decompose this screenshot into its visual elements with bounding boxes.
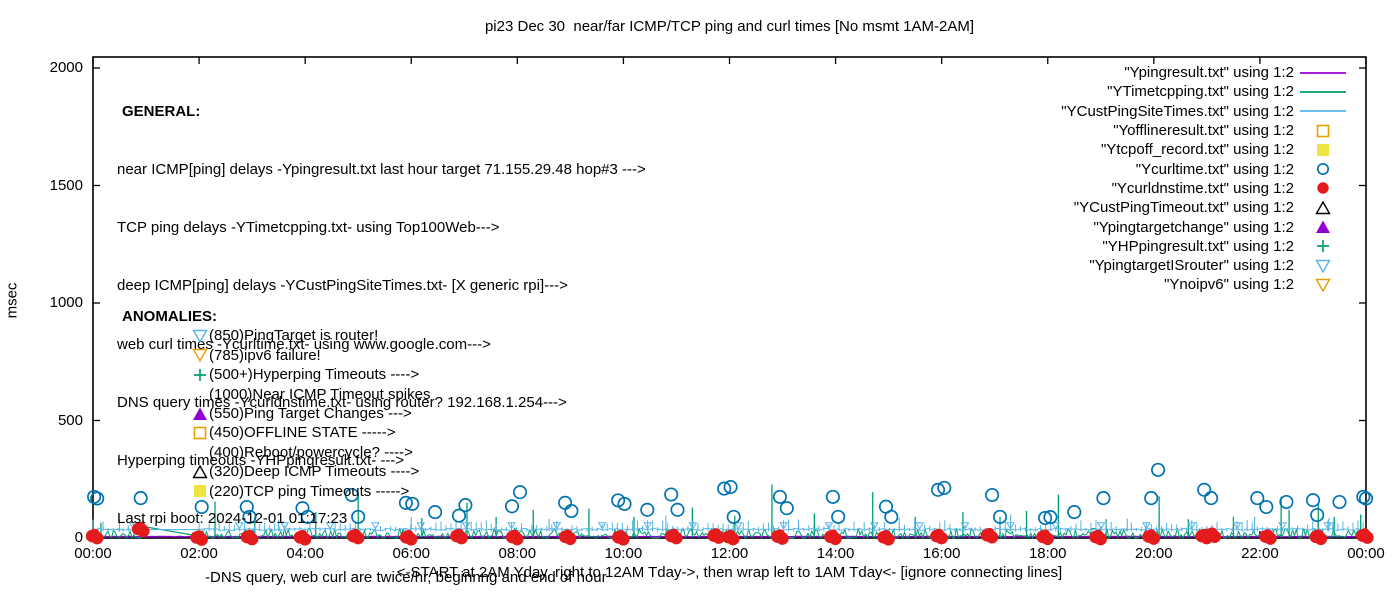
x-tick-label: 00:00 bbox=[74, 545, 112, 562]
legend-row: "Ypingresult.txt" using 1:2 bbox=[1061, 63, 1352, 82]
general-line: TCP ping delays -YTimetcpping.txt- using… bbox=[117, 219, 500, 237]
anomaly-row: (320)Deep ICMP Timeouts ----> bbox=[192, 462, 430, 481]
legend-row: "Ypingtargetchange" using 1:2 bbox=[1061, 217, 1352, 236]
legend-row: "YCustPingTimeout.txt" using 1:2 bbox=[1061, 198, 1352, 217]
x-tick-label: 04:00 bbox=[286, 545, 324, 562]
offline-state-icon bbox=[192, 426, 209, 440]
general-line: web curl times -Ycurltime.txt- using www… bbox=[117, 335, 491, 353]
legend-row: "YpingtargetISrouter" using 1:2 bbox=[1061, 256, 1352, 275]
x-tick-label: 18:00 bbox=[1028, 545, 1067, 562]
legend-row: "YCustPingSiteTimes.txt" using 1:2 bbox=[1061, 102, 1352, 121]
x-tick-label: 02:00 bbox=[180, 545, 218, 562]
down-triangle-icon bbox=[1294, 278, 1352, 292]
down-triangle-icon bbox=[1294, 259, 1352, 273]
x-tick-label: 22:00 bbox=[1241, 545, 1279, 562]
plus-icon bbox=[1294, 239, 1352, 253]
line-sample-icon bbox=[1294, 104, 1352, 118]
chart-title: pi23 Dec 30 near/far ICMP/TCP ping and c… bbox=[484, 18, 975, 35]
general-notes-block: GENERAL: near ICMP[ping] delays -Ypingre… bbox=[117, 63, 657, 600]
anomaly-row: (220)TCP ping Timeouts -----> bbox=[192, 482, 430, 501]
filled-square-icon bbox=[1294, 143, 1352, 157]
anomaly-row: (1000)Near ICMP Timeout spikes bbox=[209, 385, 431, 403]
x-tick-label: 12:00 bbox=[710, 545, 749, 562]
open-square-icon bbox=[1294, 124, 1352, 138]
deep-icmp-timeout-icon bbox=[192, 464, 209, 479]
general-line: near ICMP[ping] delays -Ypingresult.txt … bbox=[117, 161, 646, 179]
y-tick-label: 2000 bbox=[49, 59, 83, 76]
y-tick-label: 500 bbox=[57, 411, 83, 429]
x-tick-label: 14:00 bbox=[816, 545, 855, 562]
x-tick-label: 06:00 bbox=[392, 545, 431, 562]
general-line: Hyperping timeouts -YHPpingresult.txt- -… bbox=[117, 452, 405, 470]
line-sample-icon bbox=[1294, 85, 1352, 99]
x-tick-label: 00:00 bbox=[1347, 545, 1385, 562]
filled-circle-icon bbox=[1294, 181, 1352, 195]
anomaly-row: (400)Reboot/powercycle? ----> bbox=[209, 443, 413, 461]
general-line: DNS query times -Ycurldnstime.txt- using… bbox=[117, 393, 567, 411]
legend-row: "Ytcpoff_record.txt" using 1:2 bbox=[1061, 140, 1352, 159]
general-line: Last rpi boot: 2024-12-01 01:17:23 bbox=[117, 510, 348, 528]
x-tick-label: 10:00 bbox=[604, 545, 643, 562]
open-triangle-icon bbox=[1294, 200, 1352, 215]
line-sample-icon bbox=[1294, 66, 1352, 80]
ping-target-change-icon bbox=[192, 407, 209, 421]
y-tick-label: 0 bbox=[74, 529, 83, 546]
open-circle-icon bbox=[1294, 162, 1352, 176]
ipv6-failure-icon bbox=[192, 348, 209, 363]
legend-row: "Yofflineresult.txt" using 1:2 bbox=[1061, 121, 1352, 140]
filled-triangle-icon bbox=[1294, 220, 1352, 234]
anomalies-heading: ANOMALIES: bbox=[122, 308, 217, 325]
pingtarget-router-icon bbox=[192, 329, 209, 344]
legend-row: "YHPpingresult.txt" using 1:2 bbox=[1061, 237, 1352, 256]
legend-row: "YTimetcpping.txt" using 1:2 bbox=[1061, 82, 1352, 101]
anomaly-row: (850)PingTarget is router! bbox=[192, 326, 430, 345]
anomaly-row: (785)ipv6 failure! bbox=[192, 346, 430, 365]
general-line: -DNS query, web curl are twice/hr, begin… bbox=[205, 568, 607, 586]
x-axis-caption: <-START at 2AM Yday, right to 12AM Tday-… bbox=[396, 564, 1063, 581]
x-tick-label: 08:00 bbox=[498, 545, 537, 562]
anomalies-block: ANOMALIES: (850)PingTarget is router! (7… bbox=[122, 307, 430, 501]
hyperping-timeout-icon bbox=[192, 368, 209, 382]
legend-row: "Ynoipv6" using 1:2 bbox=[1061, 275, 1352, 294]
legend-row: "Ycurldnstime.txt" using 1:2 bbox=[1061, 179, 1352, 198]
y-axis-label: msec bbox=[3, 282, 21, 319]
x-tick-label: 16:00 bbox=[922, 545, 961, 562]
y-tick-label: 1000 bbox=[49, 294, 83, 311]
anomaly-row: (550)Ping Target Changes ---> bbox=[192, 404, 430, 423]
general-heading: GENERAL: bbox=[122, 102, 201, 120]
x-tick-label: 20:00 bbox=[1135, 545, 1173, 562]
anomaly-row: (450)OFFLINE STATE -----> bbox=[192, 423, 430, 442]
legend-row: "Ycurltime.txt" using 1:2 bbox=[1061, 159, 1352, 178]
tcp-ping-timeout-icon bbox=[192, 484, 209, 498]
general-line: deep ICMP[ping] delays -YCustPingSiteTim… bbox=[117, 277, 568, 295]
anomaly-row: (500+)Hyperping Timeouts ----> bbox=[192, 365, 430, 384]
y-tick-label: 1500 bbox=[49, 176, 83, 194]
plot-legend: "Ypingresult.txt" using 1:2 "YTimetcppin… bbox=[1061, 63, 1352, 295]
